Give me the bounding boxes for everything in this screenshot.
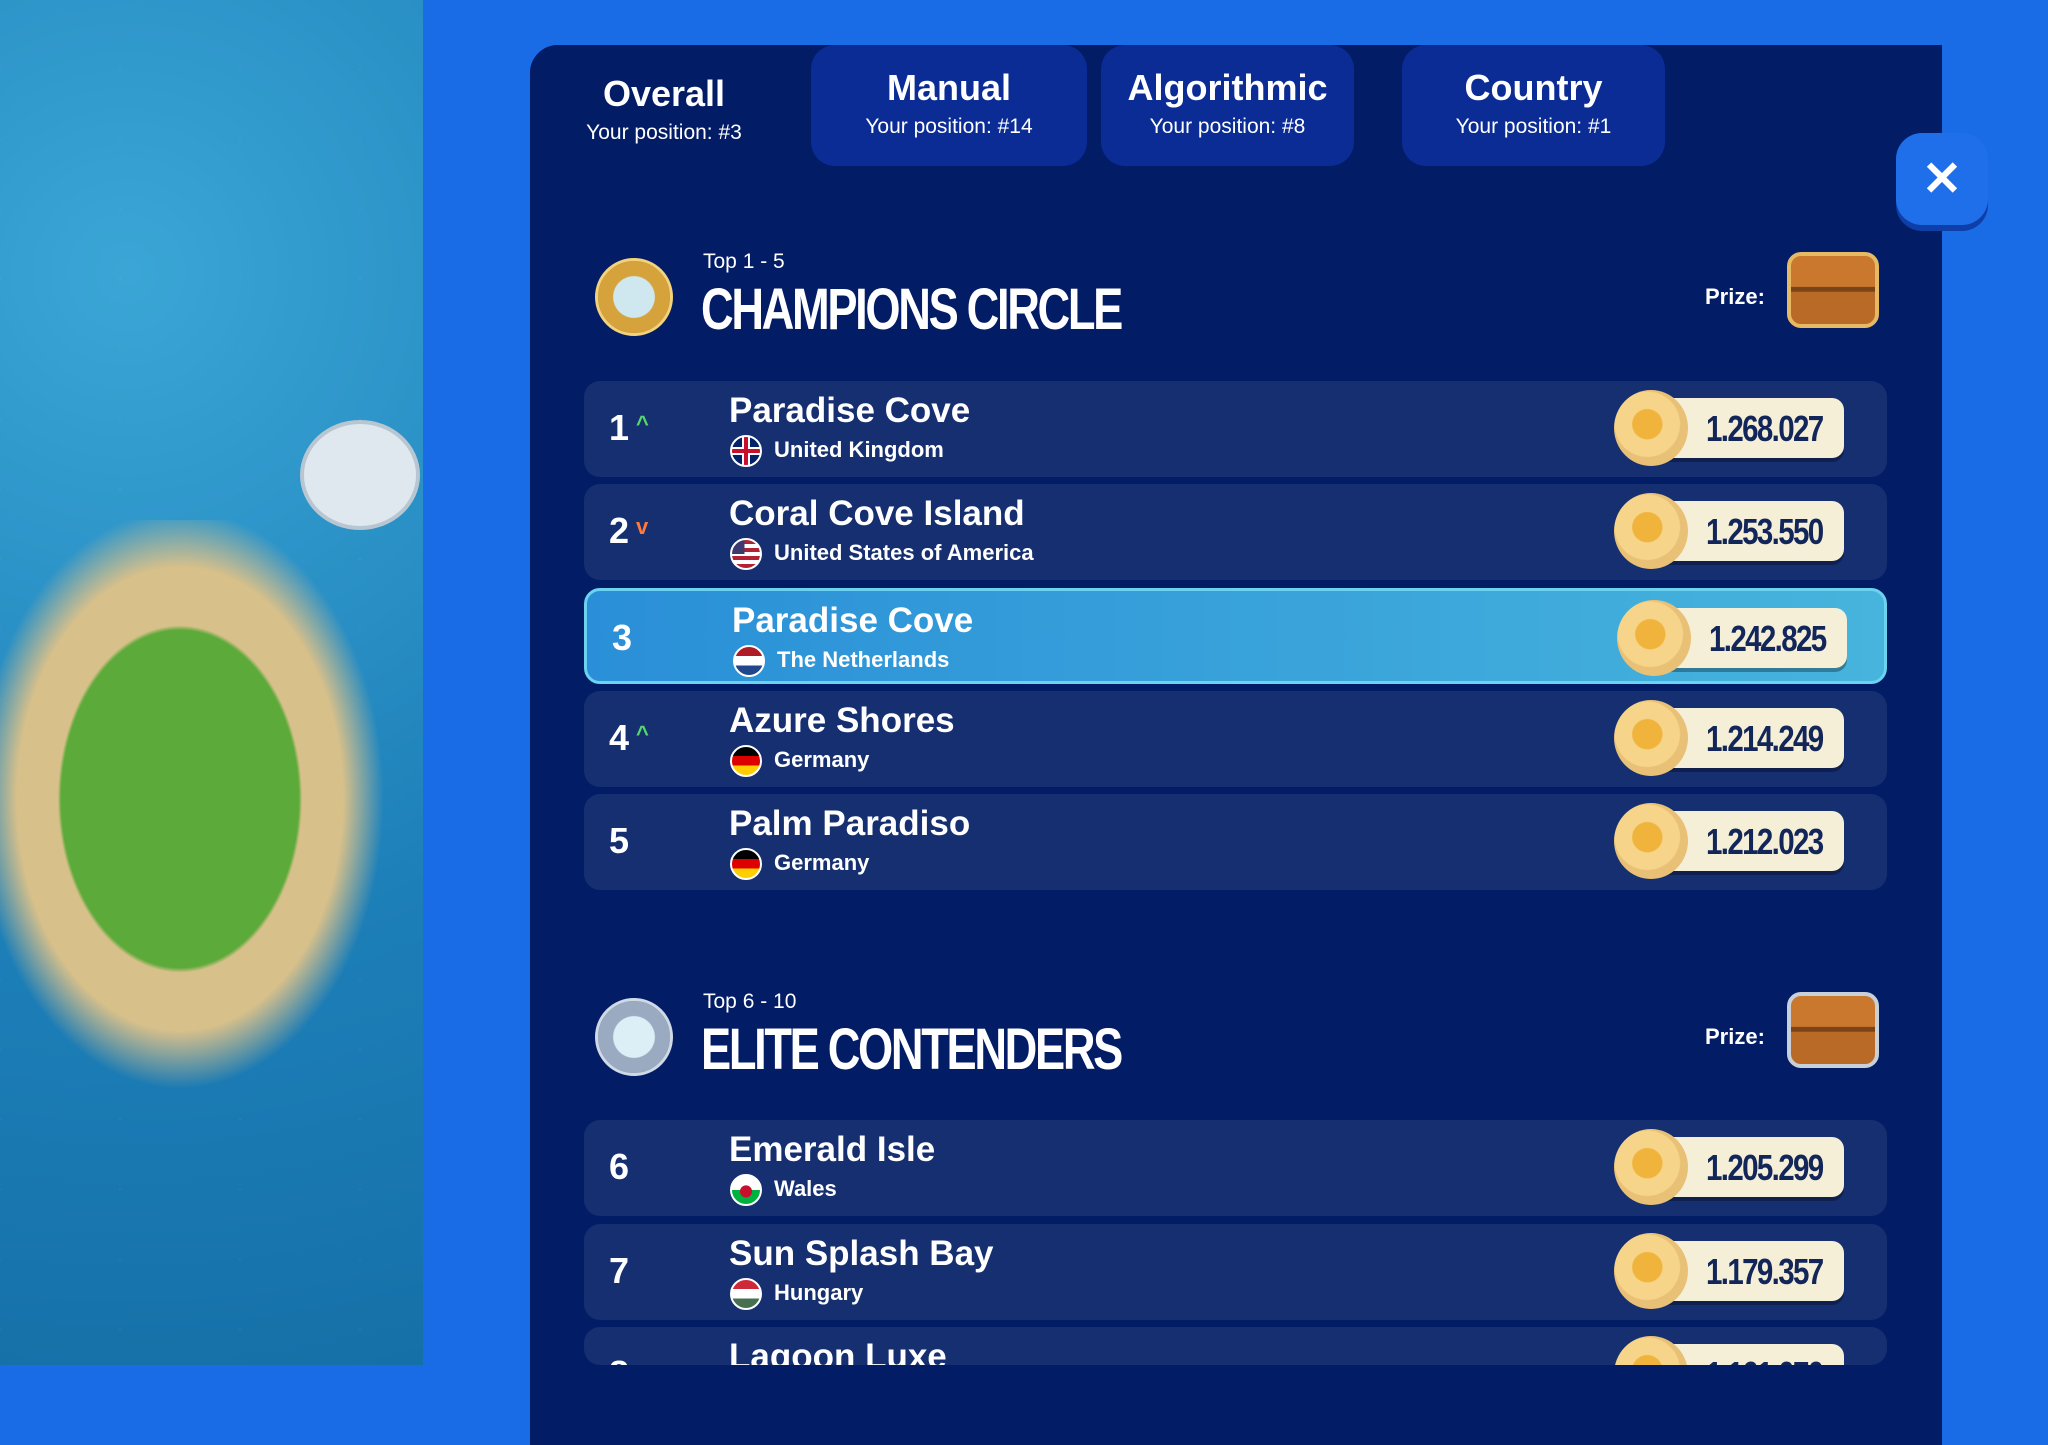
tab-country[interactable]: Country Your position: #1 <box>1402 45 1665 166</box>
tab-label: Overall <box>602 73 726 114</box>
shell-coin-icon <box>1614 700 1688 776</box>
shell-coin-icon <box>1614 803 1688 879</box>
country-name: United States of America <box>774 540 1034 565</box>
silver-medal-icon <box>595 998 673 1076</box>
shell-coin-icon <box>1614 1129 1688 1205</box>
gold-medal-icon <box>595 258 673 336</box>
island-name: Paradise Cove <box>732 601 974 640</box>
score-pill: 1.205.299 <box>1614 1129 1844 1205</box>
score-pill: 1.179.357 <box>1614 1233 1844 1309</box>
prize-label: Prize: <box>1705 1024 1765 1049</box>
trend-up-icon: ^ <box>636 721 649 746</box>
close-icon: ✕ <box>1921 153 1963 206</box>
score-pill: 1.268.027 <box>1614 390 1844 466</box>
rank: 6 <box>609 1146 630 1187</box>
flag-icon <box>733 645 765 677</box>
tab-label: Country <box>1464 67 1603 108</box>
rank: 2 <box>609 510 630 551</box>
flag-icon <box>730 745 762 777</box>
island-illustration <box>0 520 420 1140</box>
score: 1.212.023 <box>1706 821 1824 862</box>
island-name: Lagoon Luxe <box>729 1337 947 1365</box>
flag-icon <box>730 848 762 880</box>
trend-up-icon: ^ <box>636 411 649 436</box>
shell-coin-icon <box>1614 1336 1688 1365</box>
island-name: Azure Shores <box>729 701 955 740</box>
close-button[interactable]: ✕ <box>1896 133 1988 225</box>
score: 1.161.070 <box>1706 1354 1824 1365</box>
gold-chest-icon[interactable] <box>1787 252 1879 328</box>
section-elite-contenders: Top 6 - 10 ELITE CONTENDERS Prize: <box>595 990 1885 1098</box>
tab-label: Manual <box>886 67 1011 108</box>
tab-position: Your position: #1 <box>1455 115 1612 138</box>
shell-coin-icon <box>1614 1233 1688 1309</box>
tab-position: Your position: #14 <box>865 115 1033 138</box>
tab-label: Algorithmic <box>1127 67 1328 108</box>
island-name: Palm Paradiso <box>729 804 971 843</box>
shell-coin-icon <box>1614 493 1688 569</box>
leaderboard-row[interactable]: 5 Palm Paradiso Germany 1.212.023 <box>584 794 1887 890</box>
country-name: The Netherlands <box>777 647 950 672</box>
leaderboard-row[interactable]: 7 Sun Splash Bay Hungary 1.179.357 <box>584 1224 1887 1320</box>
country-name: Germany <box>774 850 870 875</box>
score-pill: 1.253.550 <box>1614 493 1844 569</box>
score: 1.242.825 <box>1709 618 1827 659</box>
tab-position: Your position: #8 <box>1149 115 1306 138</box>
island-name: Paradise Cove <box>729 391 971 430</box>
section-range: Top 1 - 5 <box>703 250 785 273</box>
leaderboard-row[interactable]: 3 Paradise Cove The Netherlands 1.242.82… <box>584 588 1887 684</box>
leaderboard-row[interactable]: 1 ^ Paradise Cove United Kingdom 1.268.0… <box>584 381 1887 477</box>
score-pill: 1.242.825 <box>1617 600 1847 676</box>
country-name: Hungary <box>774 1280 864 1305</box>
rank: 3 <box>612 617 633 658</box>
shell-coin-icon <box>1614 390 1688 466</box>
island-background <box>0 0 423 1365</box>
flag-icon <box>730 1278 762 1310</box>
section-title: ELITE CONTENDERS <box>701 1017 1123 1082</box>
score: 1.253.550 <box>1706 511 1824 552</box>
flag-icon <box>730 538 762 570</box>
section-range: Top 6 - 10 <box>703 990 797 1013</box>
score-pill: 1.212.023 <box>1614 803 1844 879</box>
silver-chest-icon[interactable] <box>1787 992 1879 1068</box>
island-name: Emerald Isle <box>729 1130 936 1169</box>
leaderboard-row[interactable]: 4 ^ Azure Shores Germany 1.214.249 <box>584 691 1887 787</box>
leaderboard-row[interactable]: 2 v Coral Cove Island United States of A… <box>584 484 1887 580</box>
country-name: Wales <box>774 1176 837 1201</box>
country-name: Germany <box>774 747 870 772</box>
rank: 1 <box>609 407 630 448</box>
score: 1.214.249 <box>1706 718 1824 759</box>
score: 1.205.299 <box>1706 1147 1824 1188</box>
score: 1.179.357 <box>1706 1251 1824 1292</box>
leaderboard-row[interactable]: 6 Emerald Isle Wales 1.205.299 <box>584 1120 1887 1216</box>
rank: 4 <box>609 717 630 758</box>
section-champions-circle: Top 1 - 5 CHAMPIONS CIRCLE Prize: <box>595 250 1885 358</box>
tab-position: Your position: #3 <box>586 121 742 144</box>
island-name: Coral Cove Island <box>729 494 1025 533</box>
shell-coin-icon <box>1617 600 1691 676</box>
tab-algorithmic[interactable]: Algorithmic Your position: #8 <box>1101 45 1354 166</box>
rank: 8 <box>609 1353 629 1365</box>
tab-overall[interactable]: Overall Your position: #3 <box>530 45 798 185</box>
prize-label: Prize: <box>1705 284 1765 309</box>
island-name: Sun Splash Bay <box>729 1234 994 1273</box>
leaderboard-row[interactable]: 8 Lagoon Luxe 1.161.070 <box>584 1327 1887 1365</box>
rank: 7 <box>609 1250 630 1291</box>
country-name: United Kingdom <box>774 437 944 462</box>
flag-icon <box>730 1174 762 1206</box>
score-pill: 1.214.249 <box>1614 700 1844 776</box>
trend-down-icon: v <box>636 514 649 539</box>
score-pill: 1.161.070 <box>1614 1336 1844 1365</box>
rank: 5 <box>609 820 630 861</box>
score: 1.268.027 <box>1706 408 1824 449</box>
restaurant-building <box>300 420 420 530</box>
section-title: CHAMPIONS CIRCLE <box>701 277 1123 342</box>
tab-manual[interactable]: Manual Your position: #14 <box>811 45 1087 166</box>
flag-icon <box>730 435 762 467</box>
